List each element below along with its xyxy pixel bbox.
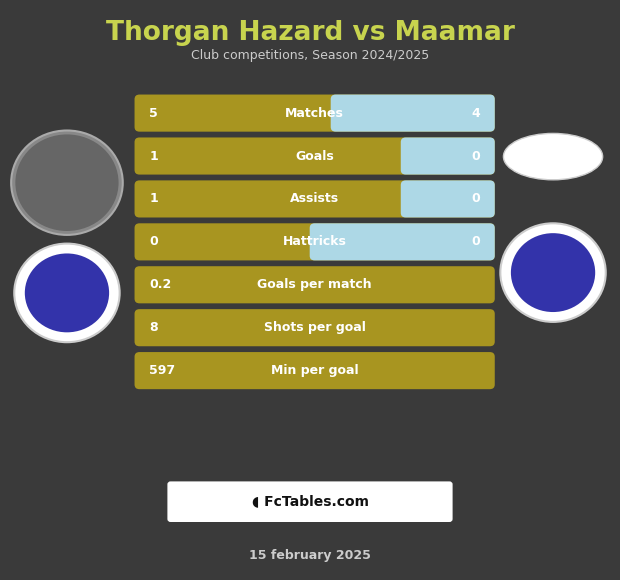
Text: Club competitions, Season 2024/2025: Club competitions, Season 2024/2025	[191, 49, 429, 62]
Ellipse shape	[11, 130, 123, 235]
Text: Thorgan Hazard vs Maamar: Thorgan Hazard vs Maamar	[105, 20, 515, 46]
Text: 0: 0	[149, 235, 158, 248]
Text: 597: 597	[149, 364, 175, 377]
FancyBboxPatch shape	[135, 180, 495, 218]
FancyBboxPatch shape	[135, 95, 495, 132]
Ellipse shape	[500, 223, 606, 322]
Text: Goals per match: Goals per match	[257, 278, 372, 291]
Text: ◖ FcTables.com: ◖ FcTables.com	[252, 495, 368, 509]
Ellipse shape	[25, 253, 109, 332]
FancyBboxPatch shape	[135, 266, 495, 303]
Ellipse shape	[511, 233, 595, 312]
Text: Goals: Goals	[295, 150, 334, 162]
Text: Min per goal: Min per goal	[271, 364, 358, 377]
FancyBboxPatch shape	[135, 352, 495, 389]
Text: 1: 1	[149, 193, 158, 205]
Text: Shots per goal: Shots per goal	[264, 321, 366, 334]
Text: 0: 0	[471, 193, 480, 205]
FancyBboxPatch shape	[401, 180, 495, 218]
Text: 0.2: 0.2	[149, 278, 172, 291]
Text: Matches: Matches	[285, 107, 344, 119]
FancyBboxPatch shape	[135, 309, 495, 346]
FancyBboxPatch shape	[330, 95, 495, 132]
Text: Hattricks: Hattricks	[283, 235, 347, 248]
FancyBboxPatch shape	[135, 137, 495, 175]
FancyBboxPatch shape	[167, 481, 453, 522]
Ellipse shape	[14, 244, 120, 342]
FancyBboxPatch shape	[401, 137, 495, 175]
Ellipse shape	[16, 135, 118, 231]
FancyBboxPatch shape	[135, 223, 495, 260]
Ellipse shape	[503, 133, 603, 180]
Text: Assists: Assists	[290, 193, 339, 205]
Text: 5: 5	[149, 107, 158, 119]
Text: 1: 1	[149, 150, 158, 162]
Text: 4: 4	[471, 107, 480, 119]
Text: 8: 8	[149, 321, 158, 334]
Text: 0: 0	[471, 235, 480, 248]
FancyBboxPatch shape	[309, 223, 495, 260]
Text: 15 february 2025: 15 february 2025	[249, 549, 371, 562]
Text: 0: 0	[471, 150, 480, 162]
